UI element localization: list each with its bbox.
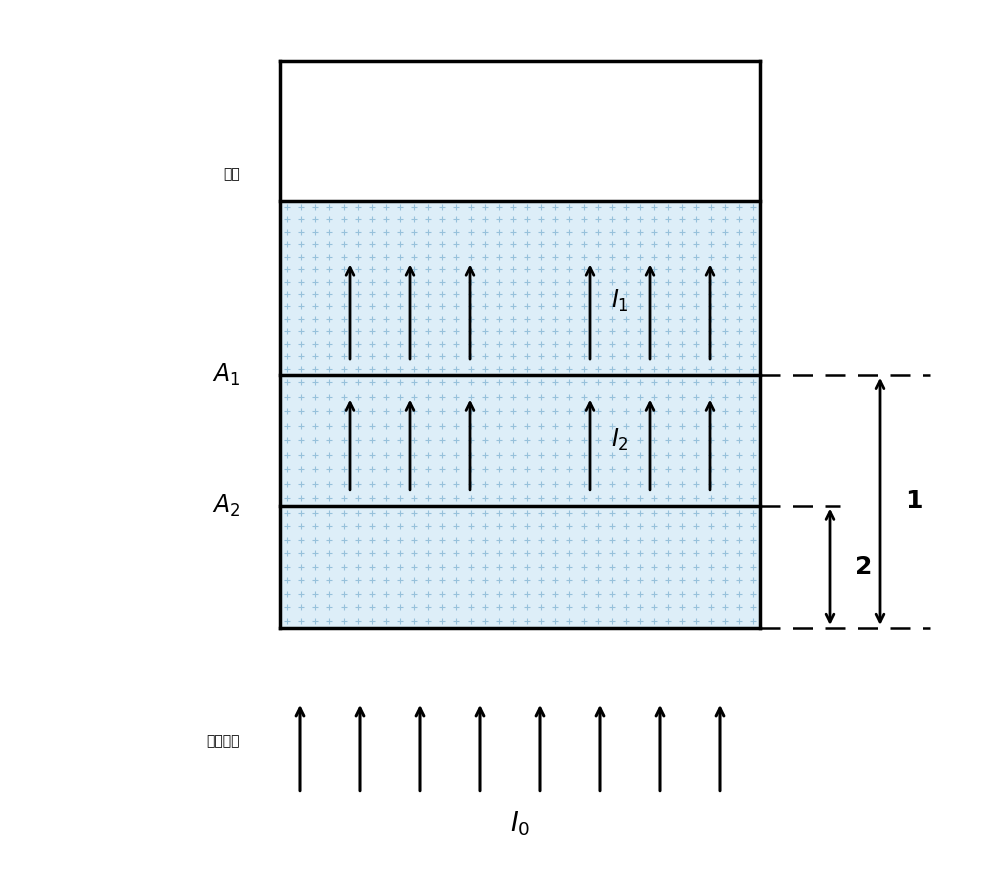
Text: $I_2$: $I_2$ — [611, 427, 629, 453]
Text: $I_1$: $I_1$ — [611, 288, 629, 314]
Text: $I_0$: $I_0$ — [510, 810, 530, 838]
Text: $A_2$: $A_2$ — [212, 493, 240, 519]
Bar — [280, 375, 760, 506]
Text: $A_1$: $A_1$ — [212, 362, 240, 388]
Bar — [280, 61, 760, 201]
Text: 2: 2 — [855, 555, 872, 579]
Bar — [280, 201, 760, 375]
Text: 液面: 液面 — [223, 167, 240, 181]
Text: 1: 1 — [905, 489, 922, 514]
Bar — [280, 506, 760, 628]
Text: 入射光强: 入射光强 — [207, 734, 240, 748]
